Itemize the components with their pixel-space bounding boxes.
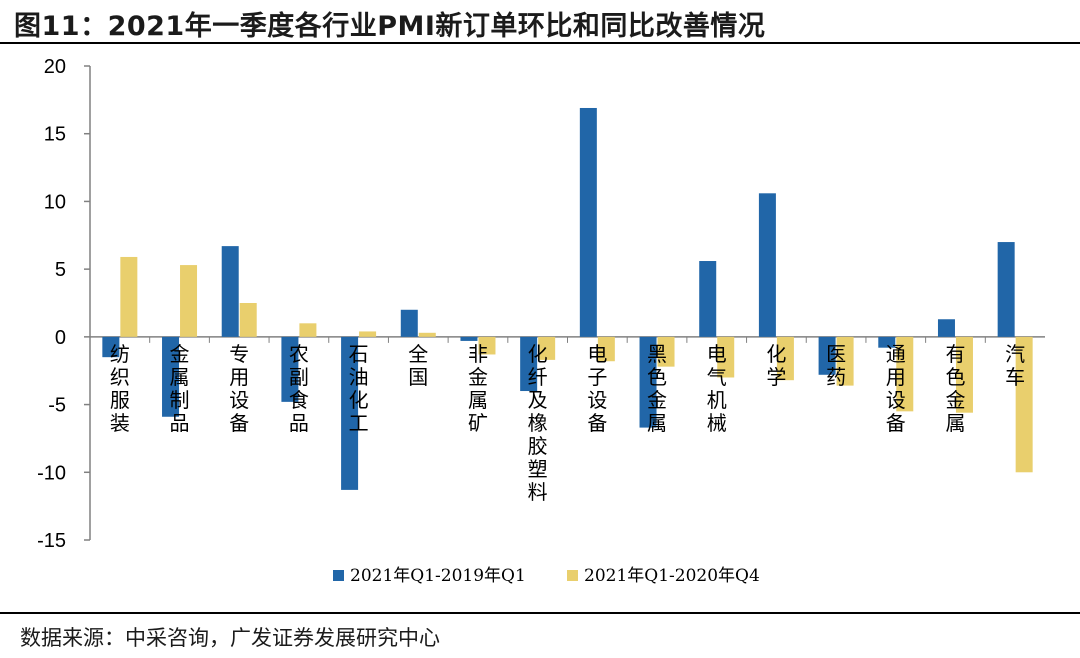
bar-series2-8 bbox=[597, 336, 615, 362]
category-label: 电气机械 bbox=[707, 342, 727, 435]
bar-series1-13 bbox=[878, 336, 896, 348]
chart-title: 图11：2021年一季度各行业PMI新订单环比和同比改善情况 bbox=[14, 11, 766, 42]
bar-series1-4 bbox=[341, 336, 359, 490]
category-label: 纺织服装 bbox=[110, 342, 130, 435]
category-label: 医药 bbox=[826, 342, 846, 389]
y-tick-label: 20 bbox=[44, 56, 66, 78]
bar-series1-7 bbox=[520, 336, 538, 392]
bar-series1-12 bbox=[818, 336, 836, 375]
category-label: 通用设备 bbox=[886, 342, 906, 435]
bar-series2-1 bbox=[180, 265, 198, 337]
bar-series2-13 bbox=[896, 336, 914, 412]
bar-series1-14 bbox=[937, 319, 955, 337]
title-divider bbox=[0, 42, 1080, 44]
bar-series2-11 bbox=[776, 336, 794, 381]
bar-series2-12 bbox=[836, 336, 854, 386]
bar-series2-5 bbox=[418, 332, 436, 337]
bar-series1-11 bbox=[758, 193, 776, 337]
y-tick-label: 10 bbox=[44, 191, 66, 213]
category-label: 全国 bbox=[408, 342, 428, 389]
bar-series1-8 bbox=[579, 107, 597, 337]
bar-series2-7 bbox=[538, 336, 556, 360]
category-label: 电子设备 bbox=[587, 342, 607, 435]
bar-series1-0 bbox=[102, 336, 120, 358]
category-label: 农副食品 bbox=[289, 342, 309, 435]
bar-series2-3 bbox=[299, 323, 317, 337]
bars bbox=[102, 107, 1033, 490]
bar-series1-10 bbox=[699, 261, 717, 337]
category-labels: 纺织服装 金属制品 专用设备 农副食品 石油化工 全国 非金属矿 化纤及橡胶塑料 电子设备 黑色金… bbox=[110, 342, 1025, 504]
category-label: 化学 bbox=[766, 342, 786, 389]
y-tick-label: -5 bbox=[48, 395, 66, 417]
source-note: 数据来源：中采咨询，广发证券发展研究中心 bbox=[20, 626, 440, 650]
category-label: 非金属矿 bbox=[468, 342, 488, 435]
bar-chart: -15 -10 -5 0 5 10 15 20 纺织服装 金属制品 专用设备 农副食品 石油化工 全国非… bbox=[37, 56, 1045, 586]
bar-series2-10 bbox=[717, 336, 735, 378]
category-label: 金属制品 bbox=[170, 342, 190, 435]
legend-label-series1: 2021年Q1-2019年Q1 bbox=[350, 566, 526, 586]
category-label: 有色金属 bbox=[945, 342, 965, 435]
footer-divider bbox=[0, 612, 1080, 614]
y-tick-label: 15 bbox=[44, 124, 66, 146]
bar-series1-2 bbox=[221, 246, 239, 337]
bar-series2-15 bbox=[1015, 336, 1033, 473]
category-label: 黑色金属 bbox=[647, 342, 667, 435]
bar-series2-6 bbox=[478, 336, 496, 355]
y-tick-label: -15 bbox=[37, 530, 66, 552]
bar-series1-5 bbox=[400, 309, 418, 337]
bar-series2-14 bbox=[955, 336, 973, 413]
category-label: 化纤及橡胶塑料 bbox=[528, 342, 548, 504]
legend-label-series2: 2021年Q1-2020年Q4 bbox=[584, 566, 760, 586]
category-label: 石油化工 bbox=[349, 342, 369, 435]
y-tick-label: 0 bbox=[55, 327, 66, 349]
bar-series2-4 bbox=[359, 331, 377, 337]
y-tick-label: 5 bbox=[55, 259, 66, 281]
bar-series2-0 bbox=[120, 256, 138, 337]
category-label: 专用设备 bbox=[229, 342, 249, 435]
y-tick-label: -10 bbox=[37, 462, 66, 484]
bar-series2-9 bbox=[657, 336, 675, 367]
category-label: 汽车 bbox=[1005, 342, 1025, 389]
legend: 2021年Q1-2019年Q1 2021年Q1-2020年Q4 bbox=[333, 566, 760, 586]
bar-series1-3 bbox=[281, 336, 299, 402]
legend-swatch-series2 bbox=[567, 570, 578, 581]
bar-series1-15 bbox=[997, 242, 1015, 337]
bar-series1-1 bbox=[162, 336, 180, 417]
bar-series1-9 bbox=[639, 336, 657, 428]
bar-series2-2 bbox=[239, 303, 257, 337]
legend-swatch-series1 bbox=[333, 570, 344, 581]
bar-series1-6 bbox=[460, 336, 478, 341]
